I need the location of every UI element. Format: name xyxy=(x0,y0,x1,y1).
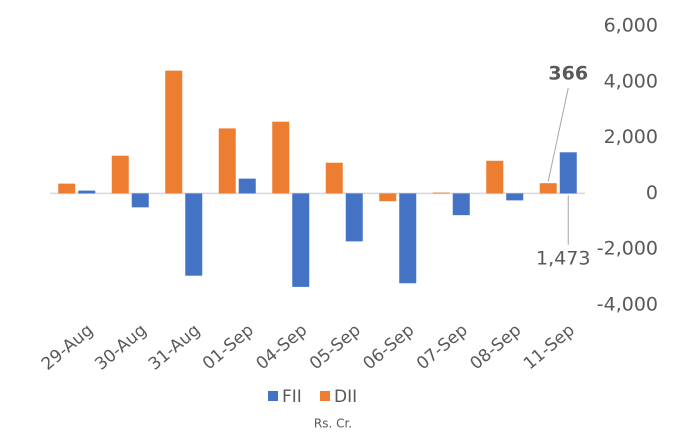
legend-swatch xyxy=(320,391,330,401)
y-tick-label: 6,000 xyxy=(604,15,658,37)
bar xyxy=(345,193,363,242)
bar xyxy=(218,128,236,194)
x-tick-label: 30-Aug xyxy=(91,320,150,374)
bar xyxy=(559,152,577,194)
bar xyxy=(292,193,310,287)
data-label: 366 xyxy=(548,63,588,85)
y-tick-label: 0 xyxy=(646,182,658,204)
bar xyxy=(165,70,183,194)
x-tick-label: 11-Sep xyxy=(520,320,579,374)
x-tick-label: 31-Aug xyxy=(145,320,204,374)
bar xyxy=(78,190,96,194)
x-tick-label: 07-Sep xyxy=(413,320,472,374)
bar xyxy=(238,178,256,194)
bar xyxy=(272,121,290,194)
data-label: 1,473 xyxy=(536,248,590,270)
x-tick-label: 04-Sep xyxy=(253,320,312,374)
bar xyxy=(131,193,149,208)
bar xyxy=(506,193,524,201)
y-tick-label: 2,000 xyxy=(604,126,658,148)
bar xyxy=(379,193,397,202)
bar xyxy=(325,162,343,194)
bar xyxy=(486,160,504,194)
bar xyxy=(185,193,203,276)
bar xyxy=(432,192,450,194)
bar xyxy=(539,183,557,194)
x-tick-label: 01-Sep xyxy=(199,320,258,374)
bar xyxy=(399,193,417,284)
x-tick-label: 29-Aug xyxy=(38,320,97,374)
y-tick-label: 4,000 xyxy=(604,70,658,92)
note: Rs. Cr. xyxy=(314,417,352,431)
bar xyxy=(58,183,76,194)
legend-swatch xyxy=(268,391,278,401)
x-tick-label: 06-Sep xyxy=(360,320,419,374)
callout-line xyxy=(547,87,569,182)
x-tick-label: 05-Sep xyxy=(306,320,365,374)
bar xyxy=(111,155,129,194)
legend-label: FII xyxy=(282,387,302,407)
y-tick-label: -4,000 xyxy=(597,294,658,316)
y-tick-label: -2,000 xyxy=(597,238,658,260)
x-tick-label: 08-Sep xyxy=(467,320,526,374)
bar xyxy=(452,193,470,216)
legend-label: DII xyxy=(334,387,357,407)
